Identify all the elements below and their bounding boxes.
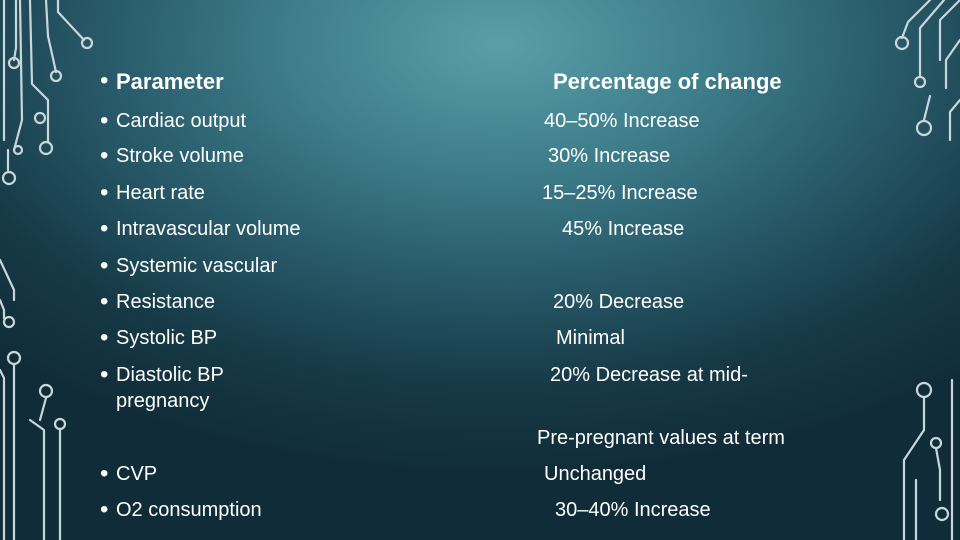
- header-row: • Parameter Percentage of change: [0, 68, 960, 98]
- parameter-label: Intravascular volume: [116, 218, 301, 240]
- parameter-label: Diastolic BP: [116, 364, 224, 386]
- row-cardiac-output: • Cardiac output 40–50% Increase: [0, 108, 960, 138]
- change-value: Unchanged: [544, 463, 647, 485]
- change-value: 20% Decrease at mid-: [550, 364, 748, 386]
- parameter-label: O2 consumption: [116, 499, 262, 521]
- row-resistance: • Resistance 20% Decrease: [0, 289, 960, 319]
- row-systolic-bp: • Systolic BP Minimal: [0, 325, 960, 355]
- bullet: •: [100, 252, 109, 279]
- bullet: •: [100, 142, 109, 169]
- change-value: Minimal: [556, 327, 625, 349]
- change-value: Pre-pregnant values at term: [537, 427, 785, 449]
- change-value: 30% Increase: [548, 145, 671, 167]
- bullet: •: [100, 324, 109, 351]
- row-intravascular-volume: • Intravascular volume 45% Increase: [0, 216, 960, 246]
- bullet: •: [100, 107, 109, 134]
- parameter-label: Systolic BP: [116, 327, 218, 349]
- change-value: 30–40% Increase: [555, 499, 711, 521]
- row-cvp: • CVP Unchanged: [0, 461, 960, 491]
- row-systemic-vascular: • Systemic vascular: [0, 253, 960, 283]
- bullet: •: [100, 67, 109, 94]
- parameter-label: Stroke volume: [116, 145, 244, 167]
- row-heart-rate: • Heart rate 15–25% Increase: [0, 180, 960, 210]
- bullet: •: [100, 361, 109, 388]
- bullet: •: [100, 496, 109, 523]
- change-value: 20% Decrease: [553, 291, 685, 313]
- parameter-label: CVP: [116, 463, 158, 485]
- change-value: 40–50% Increase: [544, 110, 700, 132]
- header-change: Percentage of change: [553, 69, 782, 94]
- row-diastolic-bp: • Diastolic BP pregnancy 20% Decrease at…: [0, 362, 960, 418]
- header-parameter: Parameter: [116, 69, 224, 94]
- row-diastolic-bp-term: Pre-pregnant values at term: [0, 425, 960, 455]
- bullet: •: [100, 179, 109, 206]
- parameter-label-continuation: pregnancy: [116, 390, 210, 412]
- change-value: 15–25% Increase: [542, 182, 698, 204]
- row-stroke-volume: • Stroke volume 30% Increase: [0, 143, 960, 173]
- parameter-label: Heart rate: [116, 182, 205, 204]
- bullet: •: [100, 288, 109, 315]
- bullet: •: [100, 460, 109, 487]
- row-o2-consumption: • O2 consumption 30–40% Increase: [0, 497, 960, 527]
- bullet: •: [100, 215, 109, 242]
- parameter-label: Systemic vascular: [116, 255, 278, 277]
- change-value: 45% Increase: [562, 218, 685, 240]
- parameter-label: Resistance: [116, 291, 215, 313]
- parameter-label: Cardiac output: [116, 110, 247, 132]
